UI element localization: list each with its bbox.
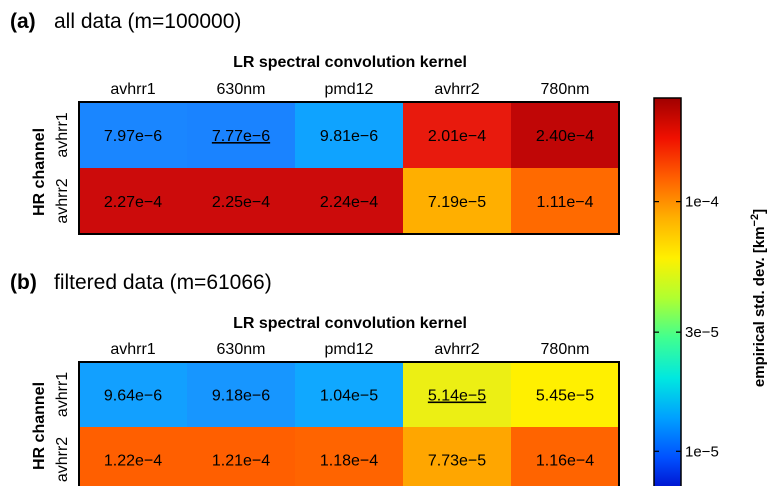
colorbar-ticks: 1e−4 3e−5 1e−5 [654,194,719,460]
heatmap-cell-label: 9.18e−6 [212,388,270,405]
panel-b-xlabel: LR spectral convolution kernel [233,315,467,332]
heatmap-cell [187,102,295,168]
heatmap-cell [187,168,295,234]
panel-a-row-labels: avhrr1 avhrr2 [54,112,71,223]
panel-a-column-label: 780nm [541,81,590,98]
panel-b-column-label: 780nm [541,341,590,358]
panel-a-column-label: 630nm [217,81,266,98]
heatmap-cell-label: 9.81e−6 [320,128,378,145]
heatmap-cell-label: 7.97e−6 [104,128,162,145]
panel-a-cells: 7.97e−6 7.77e−6 9.81e−6 2.01e−4 2.40e−4 2.27e… [79,102,619,234]
heatmap-cell [187,362,295,427]
heatmap-cell-label: 7.77e−6 [212,128,270,145]
heatmap-cell [511,427,619,486]
panel-a-column-label: avhrr1 [110,81,155,98]
heatmap-cell [403,102,511,168]
panel-b-row-labels: avhrr1 avhrr2 [54,372,71,482]
panel-a-column-label: avhrr2 [434,81,479,98]
heatmap-cell [511,102,619,168]
panel-b: (b) filtered data (m=61066) LR spectral … [10,271,620,486]
heatmap-cell [511,168,619,234]
panel-b-ylabel: HR channel [31,382,48,470]
heatmap-cell-label: 1.18e−4 [320,453,378,470]
colorbar-tick-label: 3e−5 [685,324,719,341]
heatmap-cell [403,362,511,427]
heatmap-cell-label: 1.21e−4 [212,453,270,470]
heatmap-cell-label: 2.25e−4 [212,194,270,211]
panel-b-title: filtered data (m=61066) [54,271,272,294]
heatmap-cell [295,102,403,168]
heatmap-cell-label: 5.45e−5 [536,388,594,405]
heatmap-cell-label: 2.24e−4 [320,194,378,211]
colorbar-label-superscript: −2 [749,214,761,227]
heatmap-cell [79,362,187,427]
heatmap-cell-label: 2.27e−4 [104,194,162,211]
heatmap-cell-label: 7.73e−5 [428,453,486,470]
colorbar-tick-label: 1e−4 [685,194,719,211]
heatmap-cell [295,362,403,427]
panel-a-xlabel: LR spectral convolution kernel [233,54,467,71]
panel-b-column-label: avhrr1 [110,341,155,358]
panel-b-column-labels: avhrr1 630nm pmd12 avhrr2 780nm [110,341,589,358]
panel-a-column-labels: avhrr1 630nm pmd12 avhrr2 780nm [110,81,589,98]
heatmap-cell [295,427,403,486]
panel-b-column-label: 630nm [217,341,266,358]
heatmap-cell-label: 2.40e−4 [536,128,594,145]
panel-a-title: all data (m=100000) [54,10,241,33]
heatmap-cell [79,168,187,234]
panel-a-label: (a) [10,10,36,33]
panel-b-column-label: pmd12 [325,341,374,358]
panel-a-frame [78,101,620,235]
colorbar-tick-label: 1e−5 [685,443,719,460]
panel-b-row-label: avhrr2 [54,437,71,482]
panel-a: (a) all data (m=100000) LR spectral conv… [10,10,620,235]
colorbar-label-main: empirical std. dev. [km [751,226,768,387]
panel-a-column-label: pmd12 [325,81,374,98]
heatmap-cell [511,362,619,427]
panel-b-label: (b) [10,271,37,294]
heatmap-cell [403,427,511,486]
panel-b-frame [78,361,620,486]
heatmap-cell [187,427,295,486]
panel-a-row-label: avhrr2 [54,178,71,223]
panel-b-cells: 9.64e−6 9.18e−6 1.04e−5 5.14e−5 5.45e−5 1.22e… [79,362,619,486]
heatmap-cell-label: 1.04e−5 [320,388,378,405]
heatmap-cell [79,102,187,168]
heatmap-cell [79,427,187,486]
heatmap-cell-label: 5.14e−5 [428,388,486,405]
panel-a-row-label: avhrr1 [54,112,71,157]
heatmap-cell-label: 2.01e−4 [428,128,486,145]
colorbar-label: empirical std. dev. [km−2] [749,209,768,387]
heatmap-cell-label: 9.64e−6 [104,388,162,405]
heatmap-cell-label: 1.16e−4 [536,453,594,470]
heatmap-cell [295,168,403,234]
colorbar-label-close: ] [751,209,768,214]
heatmap-cell-label: 1.22e−4 [104,453,162,470]
heatmap-cell [403,168,511,234]
heatmap-cell-label: 7.19e−5 [428,194,486,211]
colorbar-gradient [653,97,682,486]
colorbar: 1e−4 3e−5 1e−5 empirical std. dev. [km−2] [653,97,768,486]
panel-b-column-label: avhrr2 [434,341,479,358]
heatmap-cell-label: 1.11e−4 [536,194,593,211]
panel-b-row-label: avhrr1 [54,372,71,417]
panel-a-ylabel: HR channel [31,128,48,216]
